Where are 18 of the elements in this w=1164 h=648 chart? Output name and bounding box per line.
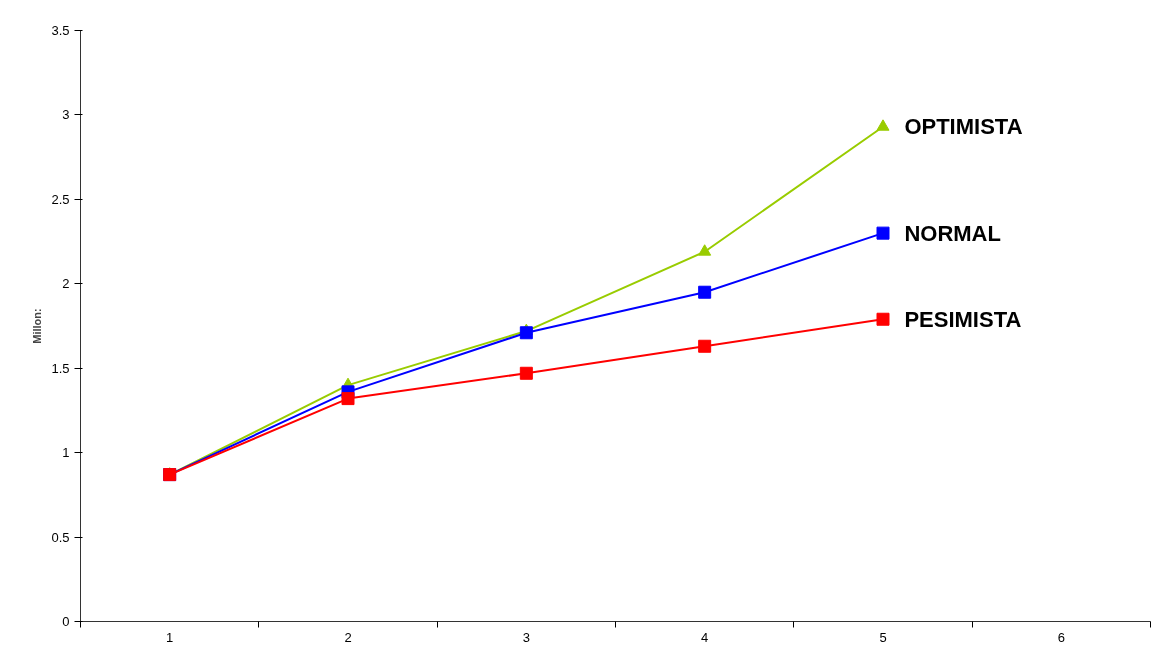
y-tick-label: 1.5 — [51, 360, 70, 376]
y-tick-label: 2.5 — [51, 191, 70, 207]
x-tick-label: 5 — [879, 629, 887, 645]
y-tick-label: 0 — [62, 614, 70, 629]
series-label: NORMAL — [904, 220, 1001, 246]
y-tick-label: 0.5 — [51, 529, 70, 545]
x-tick-label: 2 — [344, 629, 352, 645]
x-tick-label: 6 — [1057, 629, 1065, 645]
y-tick-label: 1 — [62, 445, 70, 461]
x-tick-label: 3 — [522, 629, 530, 645]
y-tick-label: 2 — [62, 276, 70, 292]
y-tick-label: 3 — [62, 107, 70, 123]
y-axis-title: Millon: — [31, 308, 44, 344]
series-label: PESIMISTA — [904, 306, 1022, 332]
y-tick-label: 3.5 — [51, 23, 70, 38]
x-tick-label: 4 — [701, 629, 709, 645]
series-label: OPTIMISTA — [904, 114, 1023, 140]
x-tick-label: 1 — [166, 629, 174, 645]
